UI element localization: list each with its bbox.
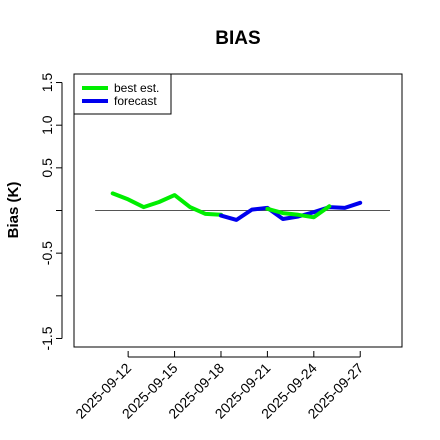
legend-label: forecast [114, 94, 157, 108]
y-tick-label: 1.0 [39, 115, 55, 135]
y-tick-label: 0.5 [39, 158, 55, 178]
series-line-best-est [110, 191, 223, 217]
series-line-segment-2 [265, 204, 332, 220]
legend-label: best est. [114, 81, 159, 95]
y-axis: -1.5 -0.5 0.5 1.0 1.5 [39, 73, 63, 351]
y-tick-label: -1.5 [39, 326, 55, 350]
legend: best est.forecast [73, 73, 172, 115]
series-layer [110, 191, 363, 222]
legend-box [73, 73, 172, 115]
y-axis-label: Bias (K) [5, 182, 22, 239]
x-axis: 2025-09-122025-09-152025-09-182025-09-21… [72, 351, 366, 422]
y-tick-label: 1.5 [39, 73, 55, 93]
plot-frame [73, 73, 403, 348]
series-line-forecast [219, 200, 363, 222]
y-tick-label: -0.5 [39, 241, 55, 265]
chart-title: BIAS [215, 28, 260, 49]
